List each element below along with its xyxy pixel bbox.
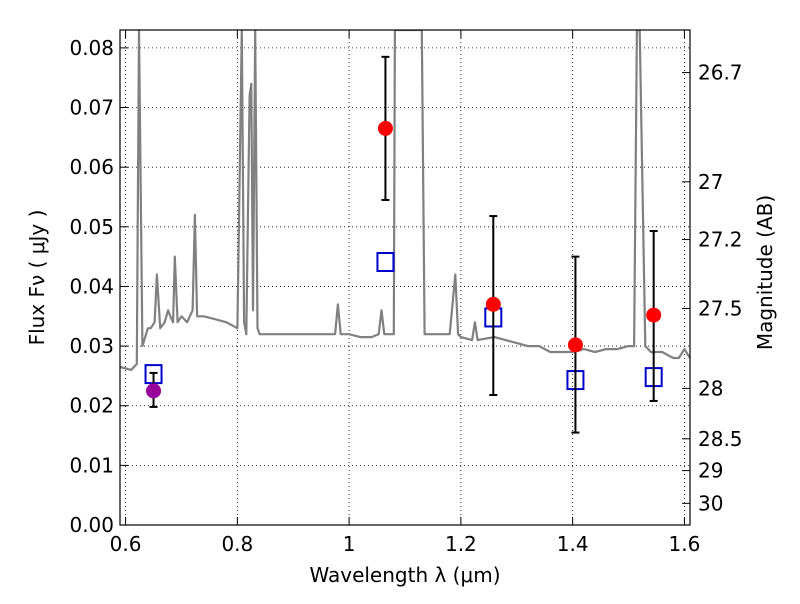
axes-layer: 0.6 0.8 1 1.2 1.4 1.6 0.00 0.01 0.02 0.03 0.04 0.05…: [69, 30, 743, 556]
observed-point: [485, 296, 501, 312]
x-axis-title: Wavelength λ (μm): [309, 563, 500, 587]
x-tick-label: 1.2: [445, 532, 477, 556]
x-tick-label: 1.6: [669, 532, 701, 556]
y2-tick-label: 27.2: [698, 228, 743, 252]
y-axis-title: Flux Fν ( μJy ): [25, 210, 49, 346]
y2-tick-label: 29: [698, 459, 723, 483]
y-tick-label: 0.00: [69, 513, 114, 537]
y2-tick-label: 28.5: [698, 427, 743, 451]
plot-frame: [119, 29, 691, 526]
model-point: [376, 251, 395, 272]
y2-tick-label: 27: [698, 170, 723, 194]
x-tick-label: 0.8: [221, 532, 253, 556]
y-tick-label: 0.02: [69, 394, 114, 418]
y-tick-label: 0.01: [69, 453, 114, 477]
plot-content: [120, 30, 690, 371]
y-tick-label: 0.05: [69, 215, 114, 239]
x-tick-label: 0.6: [110, 532, 142, 556]
observed-point: [567, 337, 583, 353]
spectrum-line: [120, 30, 690, 371]
y2-tick-label: 28: [698, 376, 723, 400]
y-tick-label: 0.07: [69, 96, 114, 120]
y2-tick-label: 30: [698, 491, 723, 515]
y-tick-label: 0.08: [69, 36, 114, 60]
y-tick-label: 0.06: [69, 155, 114, 179]
x-tick-label: 1.4: [557, 532, 589, 556]
x-tick-label: 1: [343, 532, 356, 556]
y-tick-label: 0.04: [69, 274, 114, 298]
marks-layer: [144, 55, 663, 434]
y-tick-label: 0.03: [69, 334, 114, 358]
observed-optical-point: [146, 383, 162, 399]
grid-layer: [120, 30, 690, 525]
observed-point: [646, 307, 662, 323]
y2-tick-label: 26.7: [698, 61, 743, 85]
y2-tick-label: 27.5: [698, 296, 743, 320]
observed-point: [377, 120, 393, 136]
y2-axis-title: Magnitude (AB): [753, 195, 777, 350]
